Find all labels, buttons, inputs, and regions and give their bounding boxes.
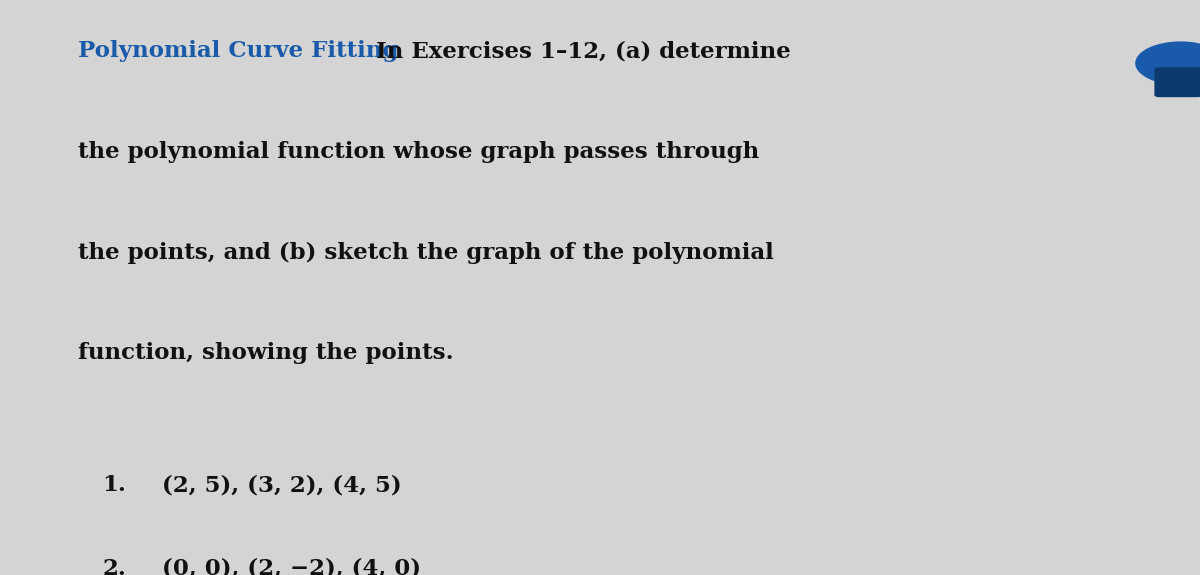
Text: 1.: 1. — [102, 474, 126, 496]
Text: (2, 5), (3, 2), (4, 5): (2, 5), (3, 2), (4, 5) — [162, 474, 402, 496]
Text: the polynomial function whose graph passes through: the polynomial function whose graph pass… — [78, 141, 760, 163]
Text: In Exercises 1–12, (a) determine: In Exercises 1–12, (a) determine — [352, 40, 791, 62]
Text: (0, 0), (2, −2), (4, 0): (0, 0), (2, −2), (4, 0) — [162, 558, 421, 575]
Circle shape — [1135, 41, 1200, 85]
FancyBboxPatch shape — [1154, 67, 1200, 97]
Text: Polynomial Curve Fitting: Polynomial Curve Fitting — [78, 40, 398, 62]
Text: 2.: 2. — [102, 558, 126, 575]
Text: the points, and (b) sketch the graph of the polynomial: the points, and (b) sketch the graph of … — [78, 242, 774, 263]
Text: function, showing the points.: function, showing the points. — [78, 342, 454, 364]
